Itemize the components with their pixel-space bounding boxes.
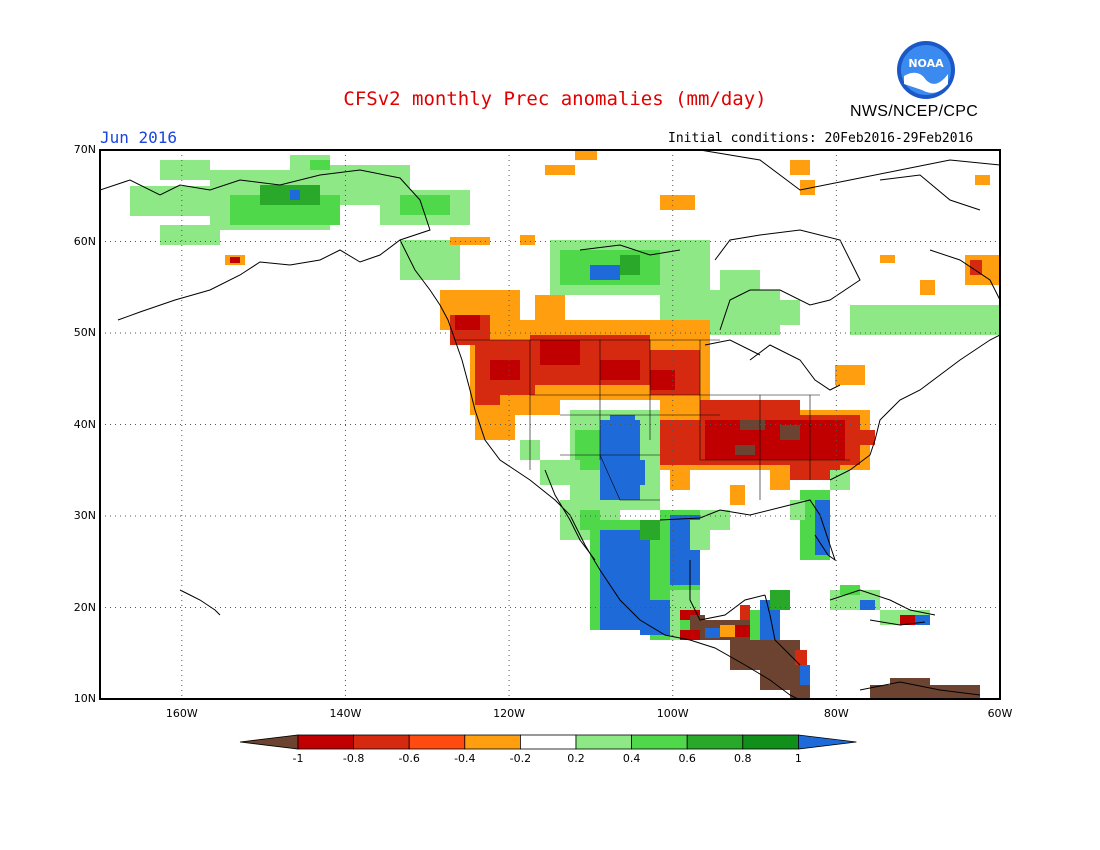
colorbar-tick-label: 1 <box>794 752 802 765</box>
colorbar-tick-label: -0.4 <box>454 752 476 765</box>
x-tick-label: 60W <box>987 707 1013 720</box>
colorbar-tick-label: 0.8 <box>734 752 752 765</box>
caribbean-area <box>830 585 930 625</box>
colorbar-swatch <box>353 734 410 750</box>
colorbar-swatch <box>520 734 577 750</box>
colorbar-swatch <box>631 734 688 750</box>
y-tick-label: 70N <box>73 143 96 156</box>
colorbar-max-arrow <box>798 734 857 750</box>
colorbar-tick-label: -1 <box>292 752 304 765</box>
colorbar-swatch <box>464 734 521 750</box>
colorbar-swatch <box>575 734 632 750</box>
noaa-logo-text: NOAA <box>908 57 944 70</box>
colorbar-tick-label: 0.4 <box>622 752 641 765</box>
south-america-dry-area <box>870 678 980 699</box>
colorbar-swatch <box>408 734 466 750</box>
florida-wet-area <box>790 470 850 560</box>
agency-label: NWS/NCEP/CPC <box>850 103 979 120</box>
political-borders <box>455 339 850 501</box>
y-tick-label: 50N <box>73 326 96 339</box>
colorbar-tick-label: -0.8 <box>342 752 365 765</box>
y-tick-label: 10N <box>73 692 96 705</box>
lat-lon-grid <box>100 150 1000 699</box>
x-tick-label: 80W <box>823 707 849 720</box>
colorbar-swatch <box>297 734 354 750</box>
x-tick-label: 140W <box>329 707 362 720</box>
colorbar-tick-label: -0.6 <box>398 752 420 765</box>
canada-dry-spots <box>225 150 1000 295</box>
colorbar-tick-label: 0.6 <box>678 752 696 765</box>
x-tick-label: 100W <box>656 707 689 720</box>
canada-wet-area <box>400 240 1000 335</box>
colorbar-swatch <box>742 734 799 750</box>
map-frame <box>99 149 1001 700</box>
initial-conditions: Initial conditions: 20Feb2016-29Feb2016 <box>668 131 974 146</box>
y-tick-label: 60N <box>73 234 96 248</box>
x-tick-label: 160W <box>165 707 198 720</box>
noaa-logo: NOAA <box>897 41 955 99</box>
colorbar-tick-label: -0.2 <box>509 752 532 765</box>
y-tick-label: 20N <box>73 600 96 614</box>
colorbar-min-arrow <box>239 734 299 750</box>
colorbar-swatch <box>686 734 744 750</box>
central-america-area <box>670 590 810 699</box>
chart-title: CFSv2 monthly Prec anomalies (mm/day) <box>343 88 767 110</box>
noaa-logo-wave <box>904 72 948 93</box>
y-tick-label: 40N <box>73 417 96 431</box>
y-tick-label: 30N <box>73 509 96 522</box>
valid-month: Jun 2016 <box>100 128 178 147</box>
x-tick-label: 120W <box>493 707 526 720</box>
colorbar-tick-label: 0.2 <box>567 752 585 765</box>
coastlines <box>100 150 1000 699</box>
